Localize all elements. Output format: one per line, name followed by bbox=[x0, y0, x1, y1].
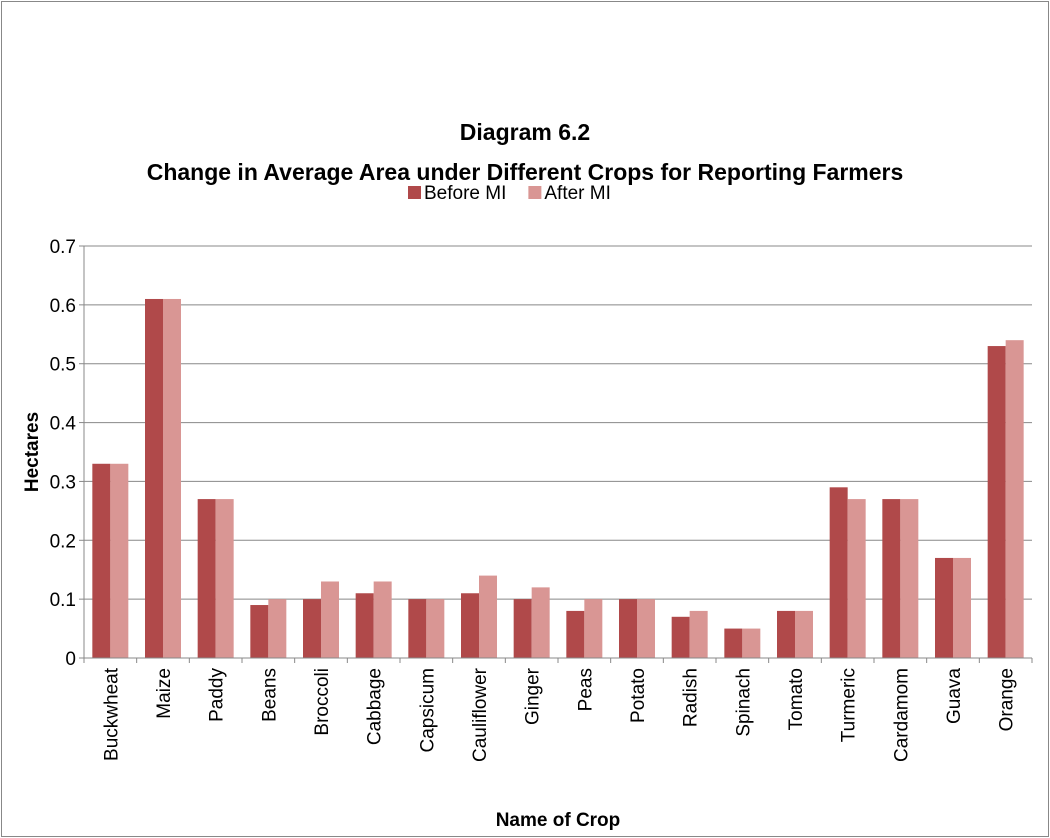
x-tick-label: Spinach bbox=[733, 668, 754, 737]
bar bbox=[268, 599, 287, 658]
bar bbox=[619, 599, 637, 658]
y-tick-label: 0.7 bbox=[50, 237, 76, 258]
bar bbox=[724, 628, 743, 658]
bar bbox=[145, 298, 163, 658]
bar bbox=[110, 463, 129, 658]
bar bbox=[882, 499, 901, 658]
x-axis-label: Name of Crop bbox=[496, 810, 621, 831]
bar bbox=[355, 593, 374, 658]
y-tick-label: 0.1 bbox=[50, 590, 76, 611]
x-tick-label: Beans bbox=[259, 668, 280, 722]
y-axis-label: Hectares bbox=[22, 412, 43, 492]
bar bbox=[689, 610, 708, 658]
bar bbox=[303, 599, 321, 658]
y-tick-label: 0.2 bbox=[50, 531, 76, 552]
bar bbox=[215, 499, 234, 658]
x-tick-label: Cabbage bbox=[365, 668, 386, 745]
bar bbox=[900, 499, 919, 658]
bar bbox=[953, 557, 971, 658]
x-tick-label: Tomato bbox=[786, 668, 807, 730]
x-tick-label: Peas bbox=[575, 668, 596, 711]
bar bbox=[742, 628, 761, 658]
x-tick-label: Broccoli bbox=[312, 668, 333, 736]
x-tick-label: Maize bbox=[154, 668, 175, 719]
chart-subtitle: Change in Average Area under Different C… bbox=[147, 159, 904, 185]
bar bbox=[566, 610, 585, 658]
y-tick-label: 0.4 bbox=[50, 414, 77, 435]
bar bbox=[321, 581, 339, 658]
y-tick-label: 0.3 bbox=[50, 472, 76, 493]
bar bbox=[1005, 340, 1024, 658]
x-tick-label: Paddy bbox=[207, 668, 228, 722]
x-tick-label: Potato bbox=[628, 668, 649, 723]
y-tick-label: 0.6 bbox=[50, 296, 76, 317]
bar bbox=[513, 599, 532, 658]
bar bbox=[829, 487, 848, 658]
bar bbox=[250, 605, 269, 658]
x-tick-label: Cardamom bbox=[891, 668, 912, 762]
bar bbox=[461, 593, 479, 658]
bar bbox=[479, 575, 497, 658]
bar bbox=[531, 587, 550, 658]
x-tick-label: Orange bbox=[997, 668, 1018, 731]
bar bbox=[671, 616, 690, 658]
x-tick-label: Cauliflower bbox=[470, 667, 491, 762]
legend-label: Before MI bbox=[424, 183, 506, 204]
bar bbox=[163, 298, 181, 658]
y-tick-label: 0.5 bbox=[50, 355, 76, 376]
x-tick-label: Ginger bbox=[523, 667, 544, 725]
x-tick-label: Buckwheat bbox=[101, 667, 122, 761]
legend-swatch bbox=[408, 186, 421, 199]
x-tick-label: Guava bbox=[944, 668, 965, 724]
bar bbox=[373, 581, 392, 658]
bar bbox=[935, 557, 953, 658]
x-tick-label: Radish bbox=[681, 668, 702, 727]
bar bbox=[795, 610, 813, 658]
bar bbox=[584, 599, 603, 658]
y-tick-label: 0 bbox=[65, 649, 76, 670]
bar bbox=[92, 463, 111, 658]
x-tick-label: Capsicum bbox=[417, 668, 438, 752]
bar bbox=[197, 499, 216, 658]
bar bbox=[426, 599, 445, 658]
legend-label: After MI bbox=[544, 183, 611, 204]
bar bbox=[987, 346, 1006, 658]
bar bbox=[637, 599, 655, 658]
bar bbox=[408, 599, 427, 658]
legend-swatch bbox=[528, 186, 542, 199]
x-tick-label: Turmeric bbox=[839, 668, 860, 742]
chart-title: Diagram 6.2 bbox=[460, 119, 590, 145]
subtitle-line: Change in Average Area under Different C… bbox=[147, 159, 904, 185]
bar bbox=[777, 610, 795, 658]
bar bbox=[847, 499, 866, 658]
